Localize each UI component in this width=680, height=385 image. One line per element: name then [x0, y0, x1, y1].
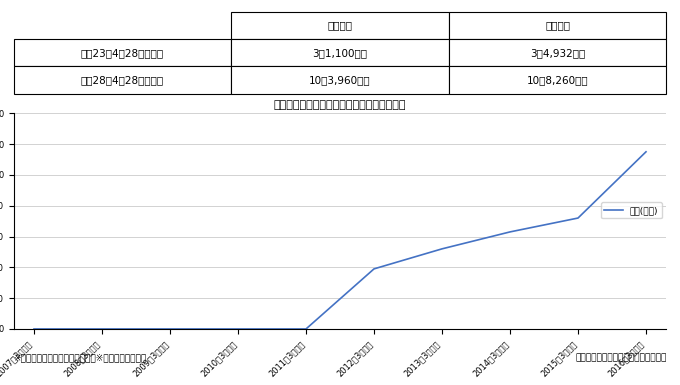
金額(百万)	[166, 326, 174, 331]
Text: 日証協会公表データ抜粋（当社調べ）: 日証協会公表データ抜粋（当社調べ）	[575, 353, 666, 362]
金額(百万)	[98, 326, 106, 331]
Text: ※参考：国内株券貸借取引残高（※信用取引を除く）: ※参考：国内株券貸借取引残高（※信用取引を除く）	[14, 353, 147, 362]
金額(百万)	[642, 149, 650, 154]
金額(百万)	[302, 326, 310, 331]
金額(百万)	[30, 326, 38, 331]
金額(百万)	[370, 266, 378, 271]
金額(百万)	[574, 216, 582, 220]
金額(百万)	[438, 246, 446, 251]
Line: 金額(百万): 金額(百万)	[34, 152, 646, 329]
Title: 国内株券等貸借取引残高（信用取引を除く）: 国内株券等貸借取引残高（信用取引を除く）	[274, 100, 406, 110]
金額(百万)	[234, 326, 242, 331]
Legend: 金額(百万): 金額(百万)	[601, 202, 662, 218]
金額(百万)	[506, 229, 514, 234]
